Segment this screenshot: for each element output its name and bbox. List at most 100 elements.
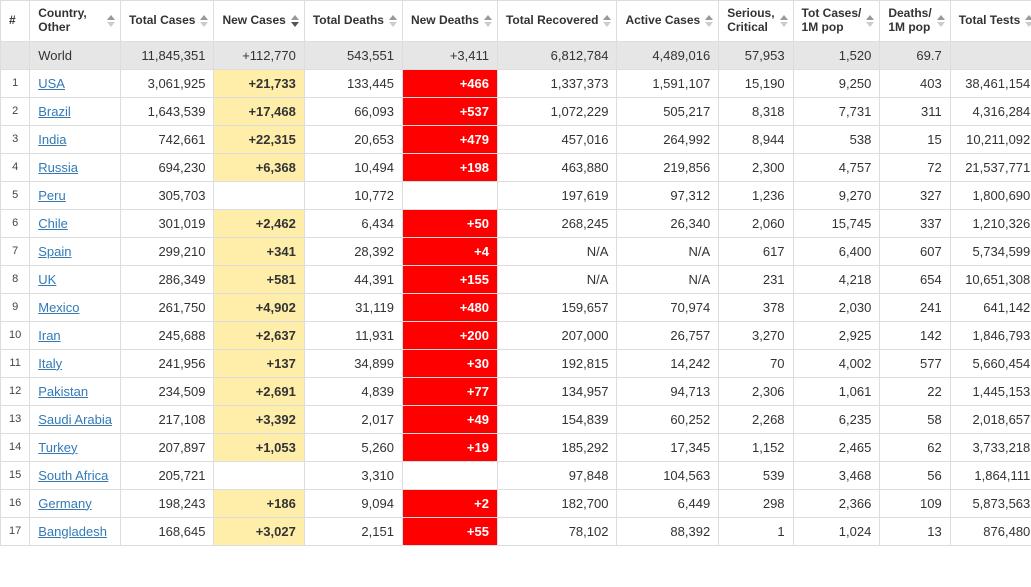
total-deaths: 11,931 — [304, 321, 402, 349]
country-name: World — [30, 41, 121, 69]
deaths-per-m: 15 — [880, 125, 950, 153]
country-link[interactable]: Germany — [38, 496, 91, 511]
col-header[interactable]: Total Recovered — [497, 1, 616, 42]
total-cases: 245,688 — [120, 321, 213, 349]
country-cell: Brazil — [30, 97, 121, 125]
total-deaths: 28,392 — [304, 237, 402, 265]
country-link[interactable]: India — [38, 132, 66, 147]
active: 97,312 — [617, 181, 719, 209]
header-label: New Cases — [222, 14, 285, 28]
sort-icon[interactable] — [291, 14, 301, 28]
country-cell: Chile — [30, 209, 121, 237]
new-cases: +1,053 — [214, 433, 304, 461]
new-cases: +186 — [214, 489, 304, 517]
tests: 21,537,771 — [950, 153, 1031, 181]
table-row: 11Italy241,956+13734,899+30192,81514,242… — [1, 349, 1031, 377]
col-header[interactable]: New Cases — [214, 1, 304, 42]
tests: 5,660,454 — [950, 349, 1031, 377]
new-cases: +341 — [214, 237, 304, 265]
total-deaths: 6,434 — [304, 209, 402, 237]
cases-per-m: 1,520 — [793, 41, 880, 69]
country-link[interactable]: South Africa — [38, 468, 108, 483]
col-header[interactable]: Total Deaths — [304, 1, 402, 42]
deaths-per-m: 56 — [880, 461, 950, 489]
active: 4,489,016 — [617, 41, 719, 69]
deaths-per-m: 654 — [880, 265, 950, 293]
active: 264,992 — [617, 125, 719, 153]
country-link[interactable]: Chile — [38, 216, 68, 231]
country-link[interactable]: Turkey — [38, 440, 77, 455]
col-header[interactable]: Country,Other — [30, 1, 121, 42]
col-header[interactable]: # — [1, 1, 30, 42]
active: 70,974 — [617, 293, 719, 321]
recovered: 154,839 — [497, 405, 616, 433]
total-deaths: 133,445 — [304, 69, 402, 97]
rank: 17 — [1, 517, 30, 545]
recovered: 6,812,784 — [497, 41, 616, 69]
country-link[interactable]: Mexico — [38, 300, 79, 315]
country-link[interactable]: Russia — [38, 160, 78, 175]
table-row: 12Pakistan234,509+2,6914,839+77134,95794… — [1, 377, 1031, 405]
sort-icon[interactable] — [937, 14, 947, 28]
rank: 10 — [1, 321, 30, 349]
total-deaths: 10,494 — [304, 153, 402, 181]
rank: 14 — [1, 433, 30, 461]
recovered: 185,292 — [497, 433, 616, 461]
country-link[interactable]: Brazil — [38, 104, 71, 119]
total-deaths: 31,119 — [304, 293, 402, 321]
country-link[interactable]: Spain — [38, 244, 71, 259]
country-link[interactable]: USA — [38, 76, 65, 91]
deaths-per-m: 109 — [880, 489, 950, 517]
col-header[interactable]: Tot Cases/1M pop — [793, 1, 880, 42]
col-header[interactable]: Deaths/1M pop — [880, 1, 950, 42]
country-cell: Bangladesh — [30, 517, 121, 545]
total-cases: 168,645 — [120, 517, 213, 545]
table-row: 7Spain299,210+34128,392+4N/AN/A6176,4006… — [1, 237, 1031, 265]
sort-icon[interactable] — [866, 14, 876, 28]
new-deaths: +198 — [402, 153, 497, 181]
country-cell: India — [30, 125, 121, 153]
sort-icon[interactable] — [603, 14, 613, 28]
tests: 2,018,657 — [950, 405, 1031, 433]
sort-icon[interactable] — [780, 14, 790, 28]
country-link[interactable]: Bangladesh — [38, 524, 107, 539]
country-link[interactable]: Saudi Arabia — [38, 412, 112, 427]
recovered: N/A — [497, 265, 616, 293]
sort-icon[interactable] — [705, 14, 715, 28]
total-cases: 11,845,351 — [120, 41, 213, 69]
rank: 4 — [1, 153, 30, 181]
total-cases: 241,956 — [120, 349, 213, 377]
sort-icon[interactable] — [200, 14, 210, 28]
col-header[interactable]: Serious,Critical — [719, 1, 793, 42]
col-header[interactable]: Total Tests — [950, 1, 1031, 42]
world-row: World11,845,351+112,770543,551+3,4116,81… — [1, 41, 1031, 69]
rank: 6 — [1, 209, 30, 237]
rank: 9 — [1, 293, 30, 321]
new-cases: +17,468 — [214, 97, 304, 125]
country-link[interactable]: Peru — [38, 188, 65, 203]
col-header[interactable]: Total Cases — [120, 1, 213, 42]
col-header[interactable]: New Deaths — [402, 1, 497, 42]
col-header[interactable]: Active Cases — [617, 1, 719, 42]
country-cell: Russia — [30, 153, 121, 181]
new-deaths: +200 — [402, 321, 497, 349]
cases-per-m: 3,468 — [793, 461, 880, 489]
sort-icon[interactable] — [107, 14, 117, 28]
table-row: 8UK286,349+58144,391+155N/AN/A2314,21865… — [1, 265, 1031, 293]
country-link[interactable]: Italy — [38, 356, 62, 371]
sort-icon[interactable] — [1025, 14, 1031, 28]
active: 104,563 — [617, 461, 719, 489]
deaths-per-m: 337 — [880, 209, 950, 237]
tests: 876,480 — [950, 517, 1031, 545]
sort-icon[interactable] — [389, 14, 399, 28]
active: 6,449 — [617, 489, 719, 517]
active: N/A — [617, 237, 719, 265]
sort-icon[interactable] — [484, 14, 494, 28]
rank: 2 — [1, 97, 30, 125]
country-cell: South Africa — [30, 461, 121, 489]
country-link[interactable]: UK — [38, 272, 56, 287]
country-link[interactable]: Pakistan — [38, 384, 88, 399]
country-link[interactable]: Iran — [38, 328, 60, 343]
active: 60,252 — [617, 405, 719, 433]
cases-per-m: 15,745 — [793, 209, 880, 237]
